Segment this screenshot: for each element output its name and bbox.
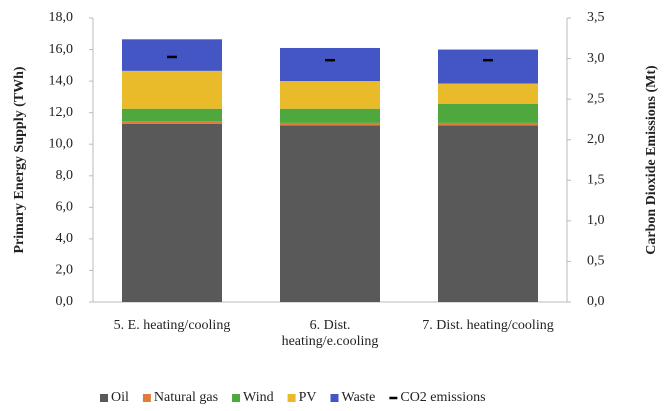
bar-segment [280,81,380,109]
y2-tick-label: 3,0 [587,51,605,66]
y2-tick-label: 3,5 [587,10,605,25]
y2-tick-label: 2,5 [587,91,605,106]
x-tick-label: 7. Dist. heating/cooling [422,318,554,333]
bar-segment [122,39,222,71]
bar-segment [122,121,222,124]
y2-tick-label: 0,0 [587,294,605,309]
bar-segment [438,122,538,126]
bar-segment [280,125,380,303]
y-tick-label: 0,0 [56,294,74,309]
bar-segment [438,49,538,84]
y-tick-label: 4,0 [56,231,74,246]
y-tick-label: 16,0 [49,42,74,57]
legend-label: Waste [342,390,376,405]
bar-segment [280,108,380,123]
bar-segment [438,83,538,104]
bar-segment [438,125,538,303]
y-tick-label: 2,0 [56,263,74,278]
x-tick-label: 6. Dist. heating/e.cooling [281,318,379,349]
y2-tick-label: 0,5 [587,254,605,269]
legend-swatch [232,394,241,402]
y2-tick-label: 2,0 [587,132,605,147]
legend-label: CO2 emissions [400,390,485,405]
legend-label: Natural gas [154,390,218,405]
bar-segment [122,123,222,302]
legend-swatch [142,394,151,402]
y-axis-title: Primary Energy Supply (TWh) [12,66,27,253]
y-tick-label: 6,0 [56,200,74,215]
bar-segment [122,70,222,109]
bar-segment [280,122,380,126]
y2-axis-title: Carbon Dioxide Emissions (Mt) [644,65,659,255]
legend-swatch [287,394,296,402]
legend-label: PV [299,390,317,405]
legend-label: Wind [243,390,274,405]
y-tick-label: 8,0 [56,168,74,183]
legend-swatch [100,394,108,402]
x-tick-label: 5. E. heating/cooling [113,318,231,333]
y2-tick-label: 1,0 [587,213,605,228]
y-tick-label: 18,0 [49,10,74,25]
bar-segment [280,47,380,82]
bar-segment [438,103,538,123]
y-tick-label: 10,0 [49,136,74,151]
legend-label: Oil [111,390,129,405]
legend-swatch [330,394,339,402]
y2-tick-label: 1,5 [587,173,605,188]
bar-segment [122,108,222,122]
y-tick-label: 14,0 [49,73,74,88]
y-tick-label: 12,0 [49,105,74,120]
